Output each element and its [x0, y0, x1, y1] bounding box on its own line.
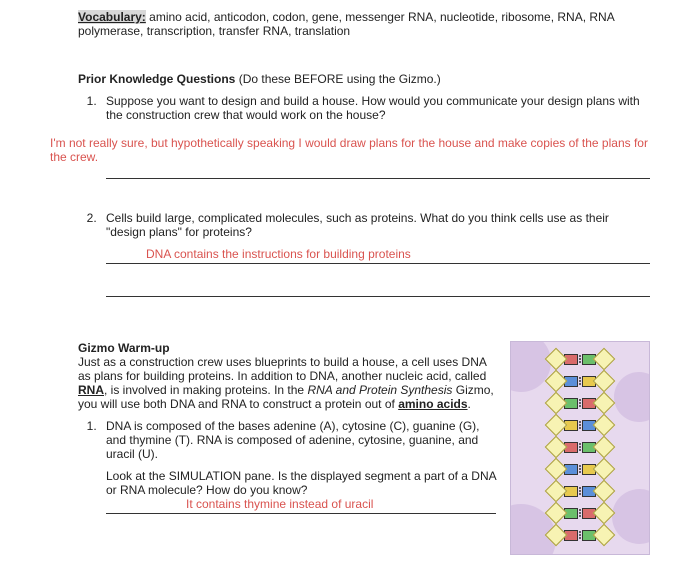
warmup-q1b: Look at the SIMULATION pane. Is the disp… — [106, 469, 496, 497]
warmup-q1: DNA is composed of the bases adenine (A)… — [106, 419, 480, 461]
pkq-item-2: Cells build large, complicated molecules… — [100, 211, 650, 297]
pkq-title: Prior Knowledge Questions — [78, 72, 235, 86]
vocab-label: Vocabulary: — [78, 10, 146, 24]
pkq-a2: DNA contains the instructions for buildi… — [106, 247, 650, 264]
dna-rung — [545, 348, 615, 370]
dna-rung — [545, 480, 615, 502]
warmup-t2: , is involved in making proteins. In the — [104, 383, 307, 397]
pkq-header: Prior Knowledge Questions (Do these BEFO… — [78, 72, 650, 86]
warmup-item-1: DNA is composed of the bases adenine (A)… — [100, 419, 496, 514]
warmup-block: Gizmo Warm-up Just as a construction cre… — [78, 341, 650, 555]
pkq-paren: (Do these BEFORE using the Gizmo.) — [235, 72, 440, 86]
blank-line — [106, 164, 650, 179]
pkq-q1: Suppose you want to design and build a h… — [106, 94, 640, 122]
pkq-list: Suppose you want to design and build a h… — [78, 94, 650, 122]
vocabulary-block: Vocabulary: amino acid, anticodon, codon… — [78, 10, 650, 38]
aa-term: amino acids — [398, 397, 467, 411]
dna-rung — [545, 502, 615, 524]
warmup-intro: Just as a construction crew uses bluepri… — [78, 355, 496, 411]
dna-figure — [510, 341, 650, 555]
pkq-q2: Cells build large, complicated molecules… — [106, 211, 609, 239]
blank-line — [106, 282, 650, 297]
pkq-list-2: Cells build large, complicated molecules… — [78, 211, 650, 297]
rna-term: RNA — [78, 383, 104, 397]
vocab-text: amino acid, anticodon, codon, gene, mess… — [78, 10, 614, 38]
dna-rung — [545, 524, 615, 546]
warmup-title: Gizmo Warm-up — [78, 341, 496, 355]
dna-rung — [545, 458, 615, 480]
pkq-a1: I'm not really sure, but hypothetically … — [50, 136, 650, 164]
gizmo-name: RNA and Protein Synthesis — [307, 383, 452, 397]
dna-rung — [545, 414, 615, 436]
warmup-t1: Just as a construction crew uses bluepri… — [78, 355, 486, 383]
warmup-list: DNA is composed of the bases adenine (A)… — [78, 419, 496, 514]
warmup-period: . — [468, 397, 471, 411]
dna-rung — [545, 370, 615, 392]
warmup-a1: It contains thymine instead of uracil — [106, 497, 496, 514]
dna-rung — [545, 436, 615, 458]
pkq-item-1: Suppose you want to design and build a h… — [100, 94, 650, 122]
dna-rung — [545, 392, 615, 414]
